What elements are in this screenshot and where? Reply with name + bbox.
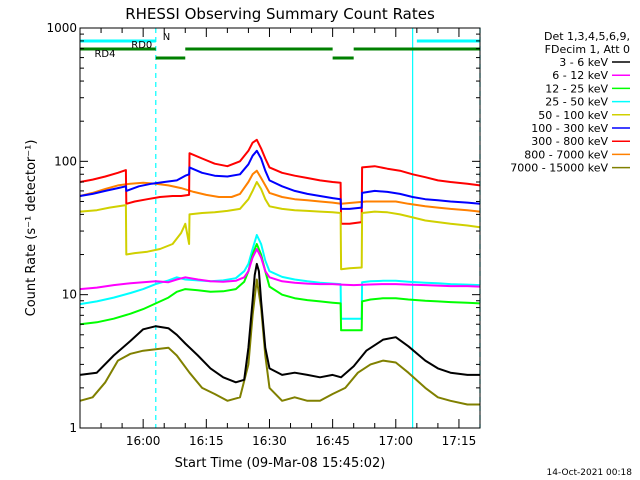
flag-label-rd0: RD0 — [131, 40, 152, 51]
x-tick-label: 17:00 — [378, 434, 413, 448]
legend-label-6-12-kev: 6 - 12 keV — [552, 69, 608, 82]
legend-label-12-25-kev: 12 - 25 keV — [545, 82, 608, 95]
legend-label-7000-15000-kev: 7000 - 15000 keV — [510, 162, 608, 175]
legend-label-100-300-kev: 100 - 300 keV — [531, 122, 608, 135]
legend-label-3-6-kev: 3 - 6 keV — [559, 56, 608, 69]
chart-title: RHESSI Observing Summary Count Rates — [125, 5, 435, 23]
y-tick-label: 1000 — [46, 21, 77, 35]
x-tick-label: 16:00 — [126, 434, 161, 448]
legend-label-800-7000-kev: 800 - 7000 keV — [524, 148, 608, 161]
plot-frame — [79, 27, 481, 429]
legend-label-300-800-kev: 300 - 800 keV — [531, 135, 608, 148]
x-tick-label: 17:15 — [442, 434, 477, 448]
legend-label-50-100-kev: 50 - 100 keV — [538, 109, 608, 122]
vertical-markers — [155, 28, 481, 428]
series-line-50-100-kev — [79, 181, 481, 271]
series-line-100-300-kev — [79, 149, 481, 210]
series-line-7000-15000-kev — [79, 278, 480, 406]
flag-label-rd4: RD4 — [94, 49, 115, 60]
flag-bars: N RD0 RD4 — [80, 32, 480, 60]
series-line-3-6-kev — [79, 262, 480, 384]
x-tick-label: 16:15 — [189, 434, 224, 448]
flag-label-n: N — [163, 32, 170, 43]
y-tick-label: 1 — [69, 421, 77, 435]
series-line-6-12-kev — [79, 248, 481, 291]
legend-label-25-50-kev: 25 - 50 keV — [545, 96, 608, 109]
legend-header-line-2: FDecim 1, Att 0 — [545, 43, 630, 56]
y-tick-label: 100 — [54, 154, 77, 168]
legend-header: Det 1,3,4,5,6,9, FDecim 1, Att 0 — [544, 30, 630, 56]
x-tick-label: 16:30 — [252, 434, 287, 448]
footer-timestamp: 14-Oct-2021 00:18 — [547, 468, 633, 478]
series-line-25-50-kev — [79, 234, 481, 320]
series-line-300-800-kev — [79, 138, 481, 225]
y-axis-ticks: 1 10 100 1000 — [46, 21, 480, 435]
y-tick-label: 10 — [62, 288, 77, 302]
x-axis-ticks: 16:00 16:15 16:30 16:45 17:00 17:15 — [100, 28, 477, 448]
series-line-12-25-kev — [79, 243, 481, 332]
x-axis-label: Start Time (09-Mar-08 15:45:02) — [175, 456, 386, 471]
legend-header-line-1: Det 1,3,4,5,6,9, — [544, 30, 630, 43]
y-axis-label: Count Rate (s⁻¹ detector⁻¹) — [24, 140, 39, 317]
x-tick-label: 16:45 — [315, 434, 350, 448]
series-lines — [79, 138, 481, 406]
